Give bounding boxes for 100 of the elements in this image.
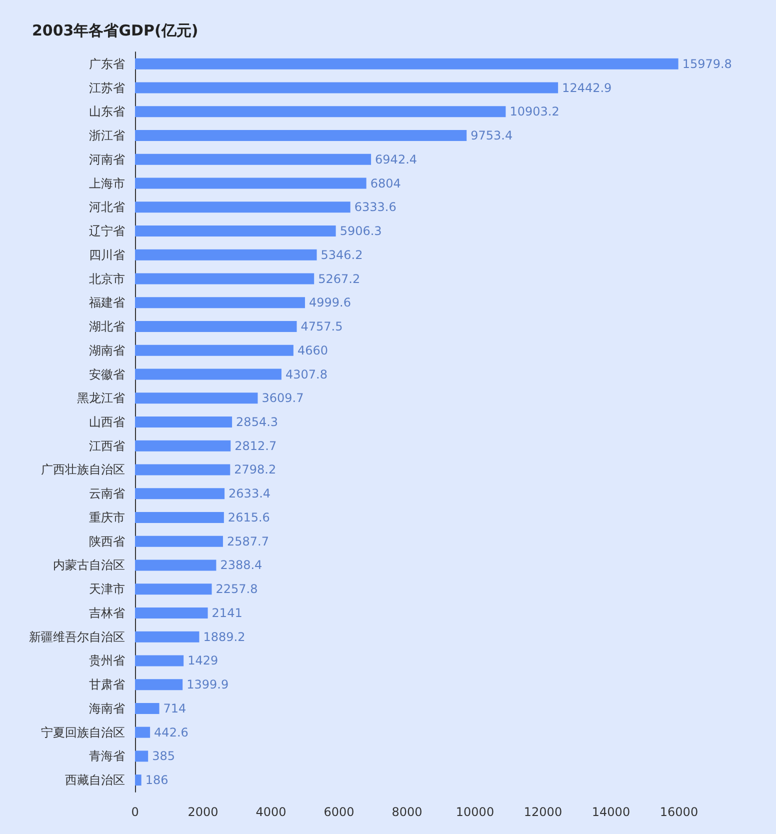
data-label: 2587.7	[226, 534, 269, 548]
chart-title: 2003年各省GDP(亿元)	[32, 22, 198, 40]
bar	[135, 560, 216, 571]
data-label: 9753.4	[470, 128, 513, 143]
data-label: 6942.4	[375, 152, 418, 166]
data-label: 5906.3	[340, 224, 382, 238]
data-label: 12442.9	[562, 80, 612, 95]
x-tick-label: 8000	[392, 805, 422, 819]
data-label: 6804	[370, 176, 401, 190]
y-tick-label: 重庆市	[89, 510, 125, 524]
bar	[135, 82, 558, 94]
data-label: 4757.5	[300, 320, 343, 334]
data-label: 714	[163, 701, 186, 716]
bar	[135, 321, 297, 332]
y-tick-label: 云南省	[89, 486, 125, 501]
y-tick-label: 吉林省	[89, 606, 125, 620]
bar	[135, 750, 148, 762]
bar	[135, 488, 225, 500]
data-label: 2141	[212, 606, 242, 620]
y-tick-label: 天津市	[89, 582, 125, 596]
data-label: 4999.6	[308, 296, 351, 310]
y-tick-label: 北京市	[89, 272, 125, 286]
y-tick-label: 山东省	[89, 104, 125, 119]
y-tick-label: 广东省	[89, 56, 125, 71]
x-tick-label: 2000	[188, 805, 218, 819]
y-tick-label: 江苏省	[89, 80, 125, 95]
bar	[135, 512, 224, 523]
bar	[135, 202, 350, 213]
y-tick-label: 西藏自治区	[65, 773, 125, 788]
y-tick-label: 黑龙江省	[77, 391, 125, 406]
bar	[135, 726, 150, 738]
x-tick-label: 16000	[660, 805, 698, 819]
y-tick-label: 广西壮族自治区	[41, 462, 125, 477]
data-label: 1429	[188, 654, 218, 668]
bar	[135, 774, 142, 786]
y-tick-label: 海南省	[89, 701, 125, 716]
data-label: 4307.8	[285, 367, 328, 382]
bar	[135, 297, 305, 308]
bar	[135, 58, 678, 70]
data-label: 2388.4	[220, 558, 262, 572]
bar	[135, 344, 294, 356]
data-label: 2812.7	[234, 438, 277, 453]
y-tick-label: 上海市	[89, 176, 125, 190]
x-tick-label: 12000	[524, 805, 562, 819]
bar	[135, 368, 282, 380]
bar	[135, 249, 317, 260]
y-tick-label: 辽宁省	[89, 224, 125, 238]
data-label: 2854.3	[236, 415, 278, 429]
bar	[135, 226, 336, 237]
y-tick-label: 安徽省	[89, 367, 125, 382]
x-tick-label: 6000	[324, 805, 354, 819]
bar	[135, 130, 467, 142]
bar	[135, 106, 506, 118]
bar	[135, 536, 223, 547]
data-label: 385	[152, 749, 175, 764]
data-label: 3609.7	[262, 391, 304, 406]
data-label: 2798.2	[234, 462, 276, 477]
bar	[135, 392, 258, 404]
bar	[135, 655, 184, 666]
bar	[135, 631, 200, 642]
data-label: 15979.8	[682, 56, 732, 71]
data-label: 5346.2	[320, 248, 363, 262]
x-tick-label: 10000	[456, 805, 494, 819]
y-tick-label: 宁夏回族自治区	[41, 725, 125, 740]
bar	[135, 154, 372, 165]
y-tick-label: 贵州省	[89, 654, 125, 668]
data-label: 442.6	[154, 725, 188, 740]
y-tick-label: 陕西省	[89, 534, 125, 548]
y-tick-label: 湖北省	[89, 320, 125, 334]
y-tick-label: 河南省	[89, 152, 125, 166]
data-label: 2633.4	[228, 486, 271, 501]
data-label: 1399.9	[186, 678, 229, 692]
y-tick-label: 新疆维吾尔自治区	[29, 630, 125, 644]
bar	[135, 584, 212, 595]
y-tick-label: 湖南省	[89, 343, 125, 358]
y-tick-label: 福建省	[89, 296, 125, 310]
x-tick-label: 14000	[592, 805, 630, 819]
bar	[135, 679, 183, 690]
y-tick-label: 四川省	[89, 248, 125, 262]
data-label: 6333.6	[354, 200, 396, 214]
data-label: 1889.2	[203, 630, 246, 644]
data-label: 186	[145, 773, 168, 788]
y-tick-label: 青海省	[89, 749, 125, 764]
data-label: 10903.2	[510, 104, 560, 119]
bar	[135, 702, 160, 714]
bar	[135, 178, 366, 189]
y-tick-label: 河北省	[89, 200, 125, 214]
data-label: 5267.2	[318, 272, 360, 286]
y-tick-label: 内蒙古自治区	[53, 558, 125, 572]
y-tick-label: 江西省	[89, 438, 125, 453]
y-tick-label: 山西省	[89, 415, 125, 429]
bar	[135, 464, 230, 476]
data-label: 2257.8	[216, 582, 258, 596]
x-tick-label: 4000	[256, 805, 286, 819]
bar	[135, 273, 314, 284]
y-tick-label: 浙江省	[89, 128, 125, 143]
bar	[135, 416, 232, 428]
data-label: 4660	[297, 343, 328, 358]
bar	[135, 440, 231, 452]
y-tick-label: 甘肃省	[89, 678, 125, 692]
